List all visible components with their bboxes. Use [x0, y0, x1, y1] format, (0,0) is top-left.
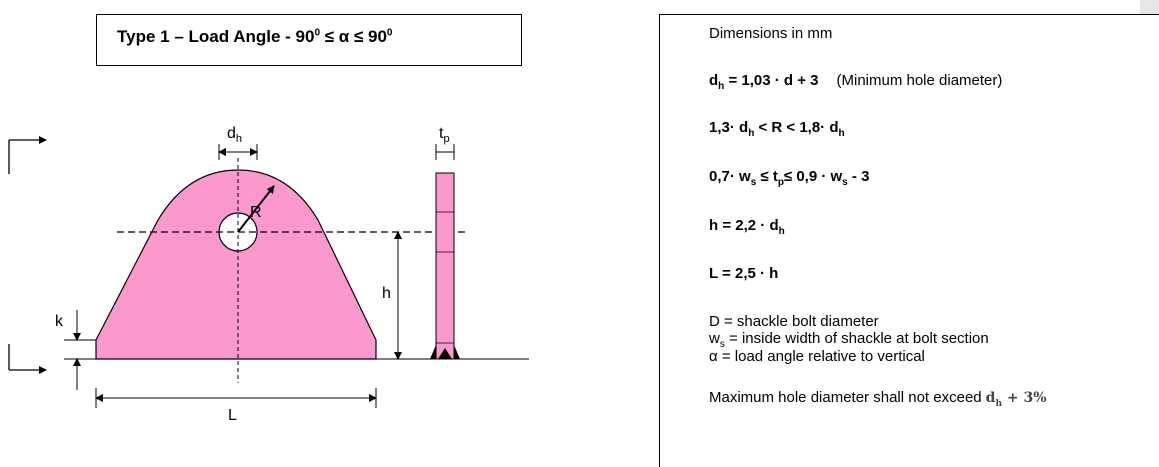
h-dimension: h [382, 231, 402, 360]
definition-alpha: α = load angle relative to vertical [709, 348, 925, 365]
tp-label: tp [439, 125, 450, 145]
formula-radius: 1,3· dh < R < 1,8· dh [709, 119, 845, 139]
formula-hole-diameter: dh = 1,03 · d + 3 (Minimum hole diameter) [709, 72, 1003, 92]
formula-thickness: 0,7· ws ≤ tp≤ 0,9 · ws - 3 [709, 168, 870, 188]
max-hole-note: Maximum hole diameter shall not exceed dh… [709, 389, 1047, 409]
definition-d: D = shackle bolt diameter [709, 313, 879, 330]
h-label: h [382, 285, 391, 302]
dh-label: dh [227, 125, 242, 145]
section-arrow-top [8, 136, 47, 174]
title-box: Type 1 – Load Angle - 900 ≤ α ≤ 900 [96, 14, 522, 66]
formula-length: L = 2,5 · h [709, 265, 779, 282]
corner-tab [1140, 0, 1159, 15]
formula-height: h = 2,2 · dh [709, 217, 785, 237]
specification-panel: Dimensions in mm dh = 1,03 · d + 3 (Minim… [659, 14, 1159, 467]
side-view-plate [430, 172, 460, 360]
k-dimension: k [55, 310, 96, 390]
definition-ws: ws = inside width of shackle at bolt sec… [709, 330, 989, 350]
units-note: Dimensions in mm [709, 25, 833, 42]
section-arrow-bottom [8, 344, 47, 374]
padeye-drawing: dh R h k L tp [8, 125, 529, 424]
tp-dimension: tp [435, 125, 455, 160]
r-label: R [250, 204, 262, 221]
padeye-plate [95, 169, 377, 360]
l-label: L [228, 407, 237, 424]
radius-indicator: R [237, 185, 275, 233]
dh-dimension: dh [218, 125, 258, 160]
l-dimension: L [95, 388, 377, 424]
diagram-title: Type 1 – Load Angle - 900 ≤ α ≤ 900 [117, 27, 393, 46]
k-label: k [55, 313, 64, 330]
max-hole-formula: dh + 3% [985, 390, 1047, 409]
